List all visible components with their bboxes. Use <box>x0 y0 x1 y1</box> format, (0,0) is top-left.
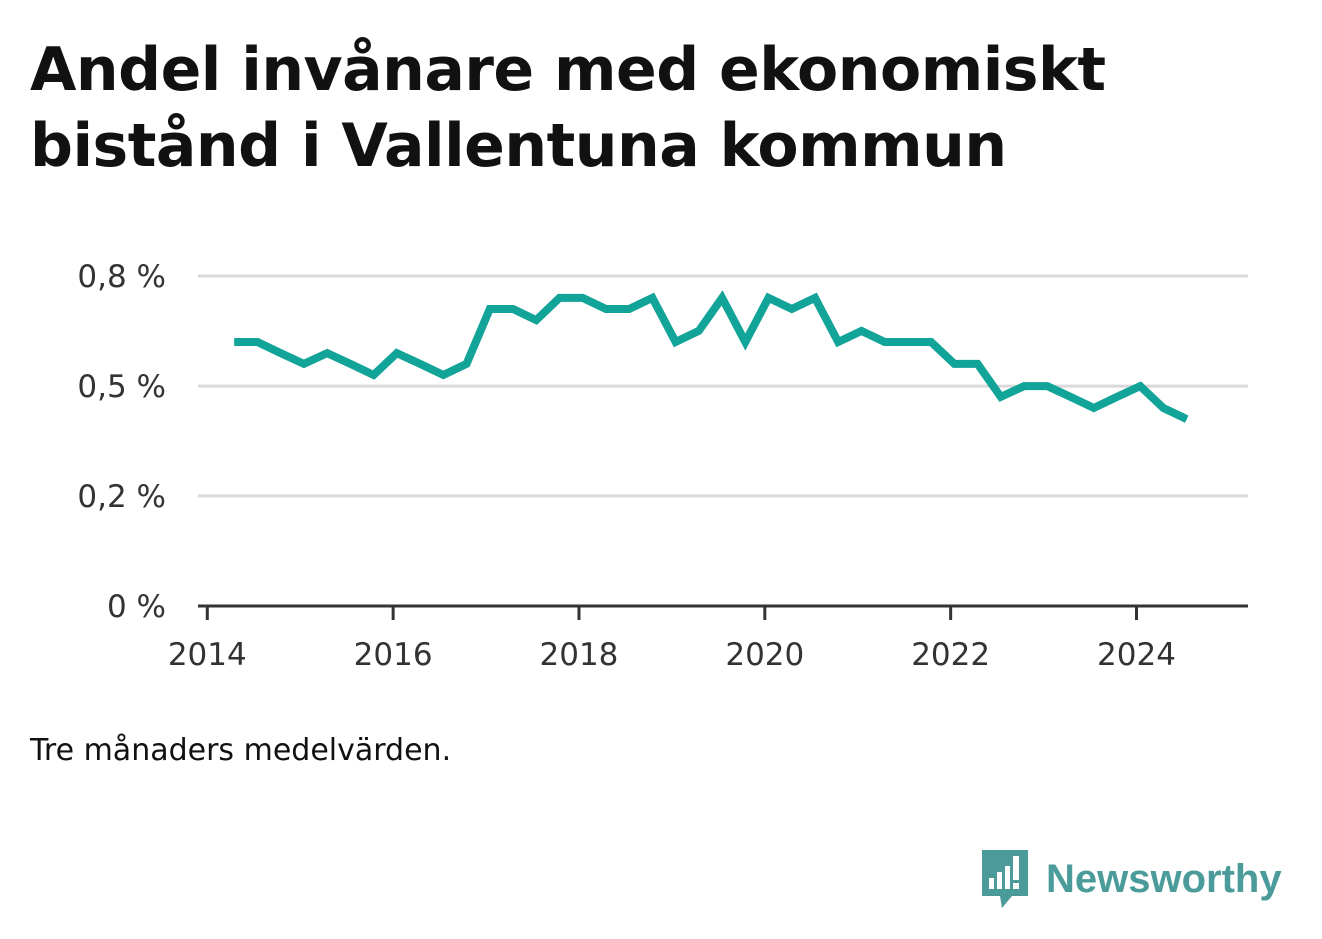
x-tick-label: 2014 <box>168 637 247 673</box>
data-point <box>233 341 235 343</box>
data-point <box>535 319 537 321</box>
data-point <box>349 363 351 365</box>
data-point <box>721 297 723 299</box>
data-point <box>791 308 793 310</box>
data-point <box>558 297 560 299</box>
data-point <box>628 308 630 310</box>
data-point <box>442 374 444 376</box>
y-tick-label: 0,8 % <box>77 259 166 295</box>
data-point <box>303 363 305 365</box>
data-point <box>466 363 468 365</box>
data-point <box>1023 385 1025 387</box>
data-point <box>256 341 258 343</box>
data-point <box>582 297 584 299</box>
chart-title: Andel invånare med ekonomiskt bistånd i … <box>30 35 1106 181</box>
brand-name: Newsworthy <box>1046 856 1282 901</box>
y-tick-label: 0,5 % <box>77 369 166 405</box>
data-point <box>953 363 955 365</box>
newsworthy-logo-icon <box>982 850 1028 908</box>
data-point <box>1116 396 1118 398</box>
data-point <box>396 352 398 354</box>
data-point <box>675 341 677 343</box>
data-point <box>698 330 700 332</box>
x-tick-label: 2020 <box>725 637 804 673</box>
data-point <box>512 308 514 310</box>
data-point <box>419 363 421 365</box>
data-point <box>1000 396 1002 398</box>
data-point <box>1093 407 1095 409</box>
x-tick-label: 2018 <box>540 637 619 673</box>
data-point <box>907 341 909 343</box>
data-point <box>1186 418 1188 420</box>
data-point <box>860 330 862 332</box>
data-point <box>768 297 770 299</box>
data-point <box>977 363 979 365</box>
x-tick-label: 2024 <box>1097 637 1176 673</box>
grid-lines <box>198 274 1248 498</box>
newsworthy-logo: Newsworthy <box>980 848 1282 910</box>
data-point <box>1162 407 1164 409</box>
data-point <box>1070 396 1072 398</box>
data-point <box>744 341 746 343</box>
data-point <box>930 341 932 343</box>
x-tick-label: 2016 <box>354 637 433 673</box>
data-point <box>326 352 328 354</box>
data-point <box>1046 385 1048 387</box>
data-point <box>651 297 653 299</box>
y-tick-label: 0,2 % <box>77 479 166 515</box>
series-layer <box>233 290 1189 423</box>
data-point <box>605 308 607 310</box>
x-axis: 2014 2016 2018 2020 2022 2024 <box>168 604 1248 673</box>
line-chart: 0 %0,2 %0,5 %0,8 % 2014 2016 2018 2020 2022 2… <box>77 259 1248 673</box>
data-point <box>837 341 839 343</box>
data-point <box>373 374 375 376</box>
data-point <box>489 308 491 310</box>
data-point <box>814 297 816 299</box>
x-tick-label: 2022 <box>911 637 990 673</box>
data-point <box>1139 385 1141 387</box>
y-tick-labels: 0 % 0,2 % 0,5 % 0,8 % <box>77 259 166 625</box>
data-point <box>280 352 282 354</box>
chart-note: Tre månaders medelvärden. <box>30 733 452 768</box>
y-tick-label: 0 % <box>107 589 166 625</box>
data-point <box>884 341 886 343</box>
series-line <box>234 290 1189 423</box>
